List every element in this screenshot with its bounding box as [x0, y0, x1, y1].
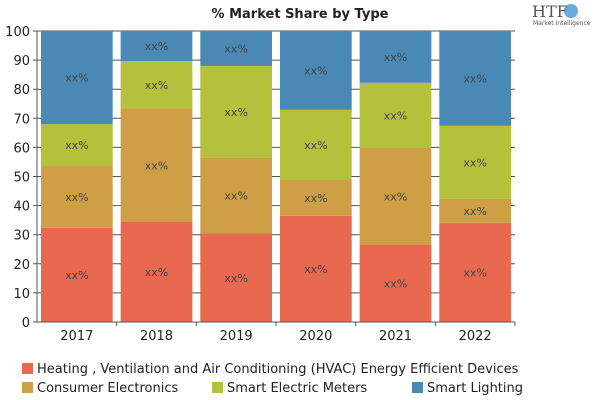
bar-segment — [120, 108, 193, 222]
logo-globe-icon — [564, 4, 578, 18]
bar-segment — [439, 222, 512, 322]
data-label: xx% — [384, 109, 407, 122]
legend-label: Smart Electric Meters — [227, 381, 367, 396]
y-tick-label: 60 — [13, 141, 30, 156]
x-tick-label: 2021 — [379, 329, 412, 344]
data-label: xx% — [65, 269, 88, 282]
y-tick-label: 10 — [13, 287, 30, 302]
y-tick-label: 50 — [13, 171, 30, 186]
y-tick-label: 80 — [13, 83, 30, 98]
data-label: xx% — [463, 266, 486, 279]
logo: HTF Market Intelligence — [532, 2, 591, 27]
bar-segment — [279, 215, 352, 322]
legend-label: Smart Lighting — [427, 381, 523, 396]
bar-segment — [200, 233, 273, 322]
data-label: xx% — [145, 159, 168, 172]
bar-segment — [359, 244, 432, 322]
data-label: xx% — [384, 190, 407, 203]
bar-segment — [120, 60, 193, 109]
data-label: xx% — [65, 72, 88, 85]
data-label: xx% — [224, 190, 247, 203]
data-label: xx% — [384, 51, 407, 64]
bar-segment — [279, 179, 352, 216]
x-tick-label: 2022 — [459, 329, 492, 344]
data-label: xx% — [384, 277, 407, 290]
bar-segment — [439, 31, 512, 126]
y-tick-label: 40 — [13, 200, 30, 215]
legend-item: Heating , Ventilation and Air Conditioni… — [22, 362, 519, 377]
y-tick-label: 100 — [5, 25, 30, 40]
legend-item: Smart Electric Meters — [212, 381, 367, 396]
bar-segment — [279, 31, 352, 110]
bar-segment — [200, 31, 273, 66]
legend-label: Heating , Ventilation and Air Conditioni… — [37, 362, 519, 377]
bar-segment — [40, 124, 113, 167]
bar-segment — [359, 147, 432, 245]
bar-segment — [40, 227, 113, 322]
x-tick-label: 2020 — [299, 329, 332, 344]
bar-segment — [40, 166, 113, 228]
data-label: xx% — [65, 191, 88, 204]
legend-swatch — [22, 363, 33, 374]
bar-segment — [200, 157, 273, 234]
y-tick-label: 30 — [13, 229, 30, 244]
x-tick-label: 2019 — [220, 329, 253, 344]
data-label: xx% — [65, 139, 88, 152]
y-tick-label: 70 — [13, 112, 30, 127]
legend-swatch — [212, 382, 223, 393]
legend-item: Consumer Electronics — [22, 381, 179, 396]
legend-item: Smart Lighting — [412, 381, 523, 396]
legend-swatch — [22, 382, 33, 393]
data-label: xx% — [145, 266, 168, 279]
bar-segment — [279, 109, 352, 180]
data-label: xx% — [145, 79, 168, 92]
data-label: xx% — [224, 272, 247, 285]
data-label: xx% — [304, 192, 327, 205]
y-tick-label: 20 — [13, 258, 30, 273]
data-label: xx% — [463, 156, 486, 169]
bar-segment — [359, 31, 432, 83]
bar-segment — [120, 31, 193, 61]
data-label: xx% — [224, 106, 247, 119]
chart-title: % Market Share by Type — [212, 7, 389, 22]
y-tick-label: 90 — [13, 54, 30, 69]
data-label: xx% — [304, 263, 327, 276]
x-tick-label: 2018 — [140, 329, 173, 344]
data-label: xx% — [463, 205, 486, 218]
logo-text: HTF — [532, 2, 568, 21]
bar-segment — [439, 125, 512, 199]
data-label: xx% — [145, 40, 168, 53]
x-tick-label: 2017 — [60, 329, 93, 344]
bar-segment — [359, 82, 432, 148]
data-label: xx% — [463, 72, 486, 85]
bar-segment — [40, 31, 113, 125]
bar-segment — [439, 198, 512, 223]
logo-subtext: Market Intelligence — [533, 20, 591, 27]
data-label: xx% — [304, 64, 327, 77]
y-tick-label: 0 — [22, 316, 30, 331]
legend-swatch — [412, 382, 423, 393]
data-label: xx% — [304, 139, 327, 152]
bar-segment — [200, 65, 273, 158]
bar-segment — [120, 221, 193, 322]
data-label: xx% — [224, 42, 247, 55]
legend-label: Consumer Electronics — [37, 381, 179, 396]
